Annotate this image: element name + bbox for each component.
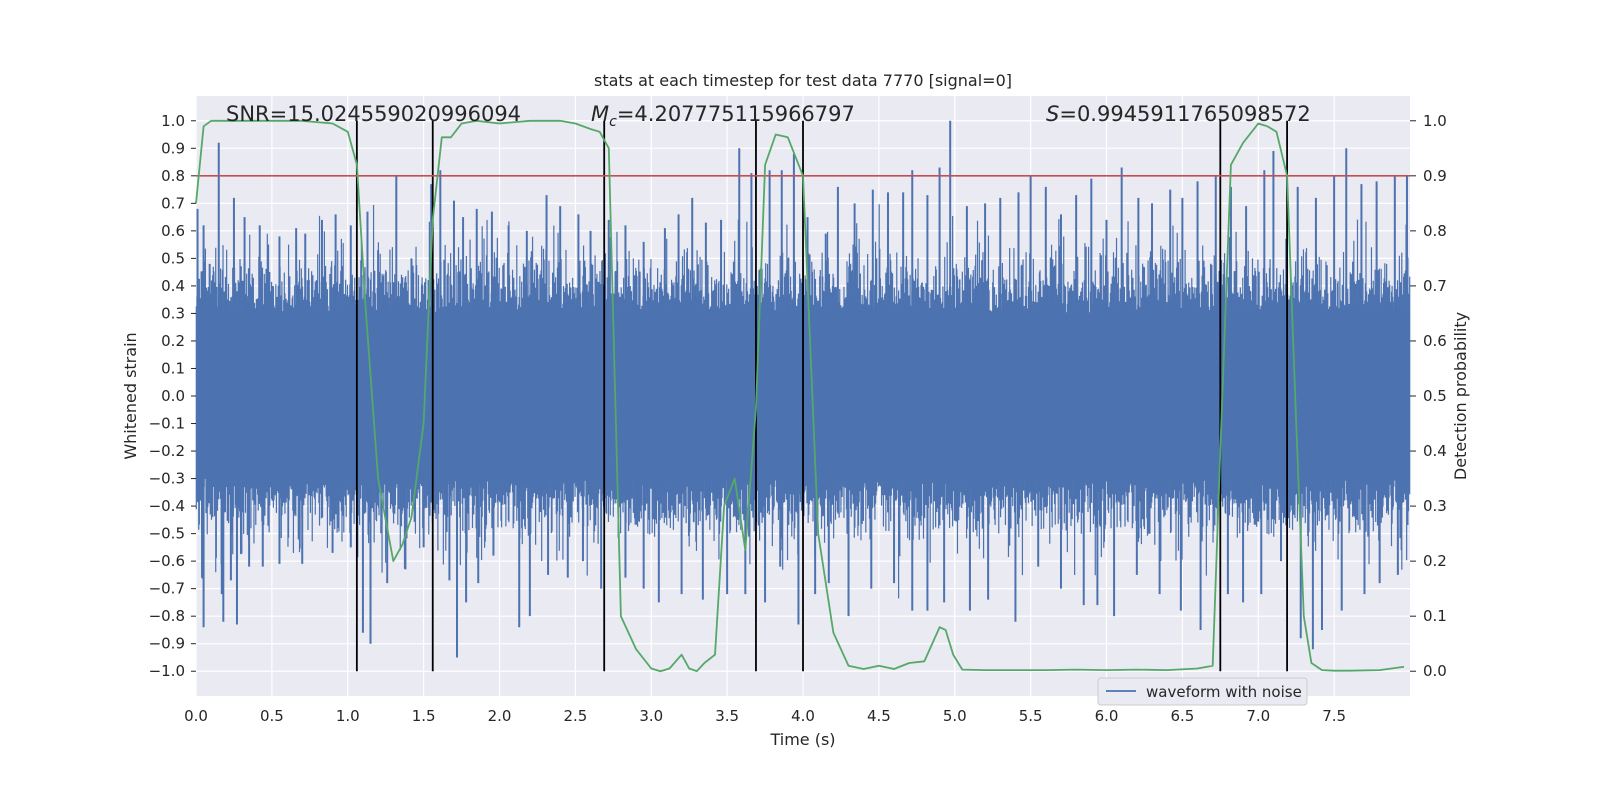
y-axis-label-right: Detection probability: [1451, 312, 1470, 480]
y-tick-label-right: 0.9: [1423, 167, 1447, 185]
legend: waveform with noise: [1097, 677, 1308, 706]
s-value: =0.9945911765098572: [1059, 102, 1310, 126]
y-tick-label-left: −0.8: [149, 607, 185, 625]
y-tick-label-right: 0.2: [1423, 552, 1447, 570]
mc-annotation: Mc=4.207775115966797: [591, 102, 855, 130]
y-tick-label-left: 0.7: [161, 194, 185, 212]
y-tick-label-left: −0.4: [149, 497, 185, 515]
y-tick-label-left: 0.5: [161, 249, 185, 267]
x-tick-label: 2.5: [563, 707, 587, 725]
y-tick-label-right: 0.3: [1423, 497, 1447, 515]
x-tick-label: 0.5: [260, 707, 284, 725]
probability-series: [195, 119, 1405, 673]
y-tick-label-right: 0.6: [1423, 332, 1447, 350]
x-tick-label: 4.0: [791, 707, 815, 725]
y-tick-label-right: 0.7: [1423, 277, 1447, 295]
y-tick-label-left: 0.9: [161, 139, 185, 157]
mc-subscript: c: [609, 114, 617, 130]
snr-annotation: SNR=15.024559020996094: [226, 102, 521, 126]
legend-label: waveform with noise: [1146, 683, 1302, 701]
y-tick-label-left: 0.1: [161, 359, 185, 377]
x-tick-label: 4.5: [867, 707, 891, 725]
x-tick-label: 6.0: [1095, 707, 1119, 725]
y-tick-label-right: 1.0: [1423, 112, 1447, 130]
y-tick-label-left: −0.5: [149, 525, 185, 543]
y-tick-label-right: 0.5: [1423, 387, 1447, 405]
mc-symbol: M: [591, 102, 609, 126]
y-tick-label-left: −1.0: [149, 662, 185, 680]
axis-ticks: 0.0 0.5 1.0 1.5 2.0 2.5 3.0 3.5 4.0 4.5 5.0 5.5 6.0 6…: [149, 112, 1447, 725]
y-tick-label-right: 0.4: [1423, 442, 1447, 460]
y-tick-label-left: −0.7: [149, 580, 185, 598]
y-tick-label-left: −0.6: [149, 552, 185, 570]
y-tick-label-left: 0.2: [161, 332, 185, 350]
y-tick-label-left: −0.2: [149, 442, 185, 460]
y-tick-label-right: 0.0: [1423, 662, 1447, 680]
y-tick-label-left: 0.8: [161, 167, 185, 185]
s-symbol: S: [1046, 102, 1059, 126]
y-tick-label-right: 0.8: [1423, 222, 1447, 240]
x-axis-label: Time (s): [769, 730, 835, 749]
x-tick-label: 0.0: [184, 707, 208, 725]
s-annotation: S=0.9945911765098572: [1046, 102, 1311, 126]
mc-value: =4.207775115966797: [617, 102, 855, 126]
x-tick-label: 6.5: [1170, 707, 1194, 725]
y-tick-label-left: 0.3: [161, 304, 185, 322]
y-tick-label-left: 0.6: [161, 222, 185, 240]
x-tick-label: 7.5: [1322, 707, 1346, 725]
y-axis-label-left: Whitened strain: [121, 332, 140, 459]
chart-title: stats at each timestep for test data 777…: [594, 71, 1012, 90]
x-tick-label: 1.5: [412, 707, 436, 725]
y-tick-label-right: 0.1: [1423, 607, 1447, 625]
y-tick-label-left: −0.1: [149, 415, 185, 433]
legend-box: [1097, 677, 1308, 706]
y-tick-label-left: 1.0: [161, 112, 185, 130]
probability-line: [195, 119, 1405, 673]
x-tick-label: 7.0: [1246, 707, 1270, 725]
x-tick-label: 5.5: [1019, 707, 1043, 725]
x-tick-label: 1.0: [336, 707, 360, 725]
x-tick-label: 3.0: [639, 707, 663, 725]
x-tick-label: 3.5: [715, 707, 739, 725]
y-tick-label-left: 0.0: [161, 387, 185, 405]
x-tick-label: 2.0: [488, 707, 512, 725]
y-tick-label-left: −0.9: [149, 635, 185, 653]
y-tick-label-left: 0.4: [161, 277, 185, 295]
x-tick-label: 5.0: [943, 707, 967, 725]
y-tick-label-left: −0.3: [149, 470, 185, 488]
